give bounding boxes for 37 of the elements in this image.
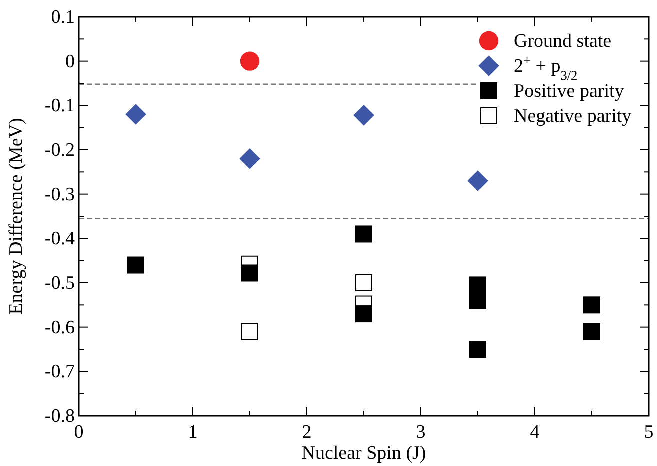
point: [128, 256, 144, 274]
point: [354, 105, 374, 126]
y-tick-label: 0.1: [51, 7, 75, 28]
legend-label: 2$^{+}$ + p$_{3/2}$: [514, 52, 578, 82]
legend-label: Positive parity: [514, 81, 625, 102]
point: [470, 341, 486, 358]
y-axis-title: Energy Difference (MeV): [6, 118, 27, 315]
x-tick-label: 4: [530, 422, 540, 443]
point: [584, 323, 600, 340]
point: [470, 276, 486, 294]
x-tick-label: 5: [644, 422, 654, 443]
x-tick-label: 1: [188, 422, 198, 443]
x-axis-title: Nuclear Spin (J): [302, 443, 426, 464]
point: [242, 264, 258, 282]
y-tick-label: -0.7: [44, 362, 75, 383]
point: [356, 274, 372, 292]
point: [356, 226, 372, 243]
legend-label: Ground state: [514, 31, 612, 52]
point: [584, 296, 600, 314]
y-tick-label: -0.8: [44, 406, 75, 427]
point: [468, 170, 488, 192]
y-tick-label: -0.4: [44, 228, 76, 250]
x-tick-label: 2: [302, 422, 312, 443]
point: [126, 104, 146, 125]
y-tick-label: 0: [66, 51, 75, 72]
y-tick-label: -0.5: [44, 273, 75, 294]
y-tick-label: -0.6: [44, 317, 75, 338]
x-tick-label: 3: [416, 422, 426, 443]
legend-label: Negative parity: [514, 106, 632, 127]
y-tick-label: -0.3: [44, 184, 75, 206]
y-tick-label: -0.1: [44, 96, 75, 117]
y-tick-label: -0.2: [44, 140, 75, 161]
point: [240, 148, 260, 170]
point: [470, 292, 486, 310]
point: [242, 323, 258, 340]
point: [356, 306, 372, 323]
point: [240, 52, 260, 71]
